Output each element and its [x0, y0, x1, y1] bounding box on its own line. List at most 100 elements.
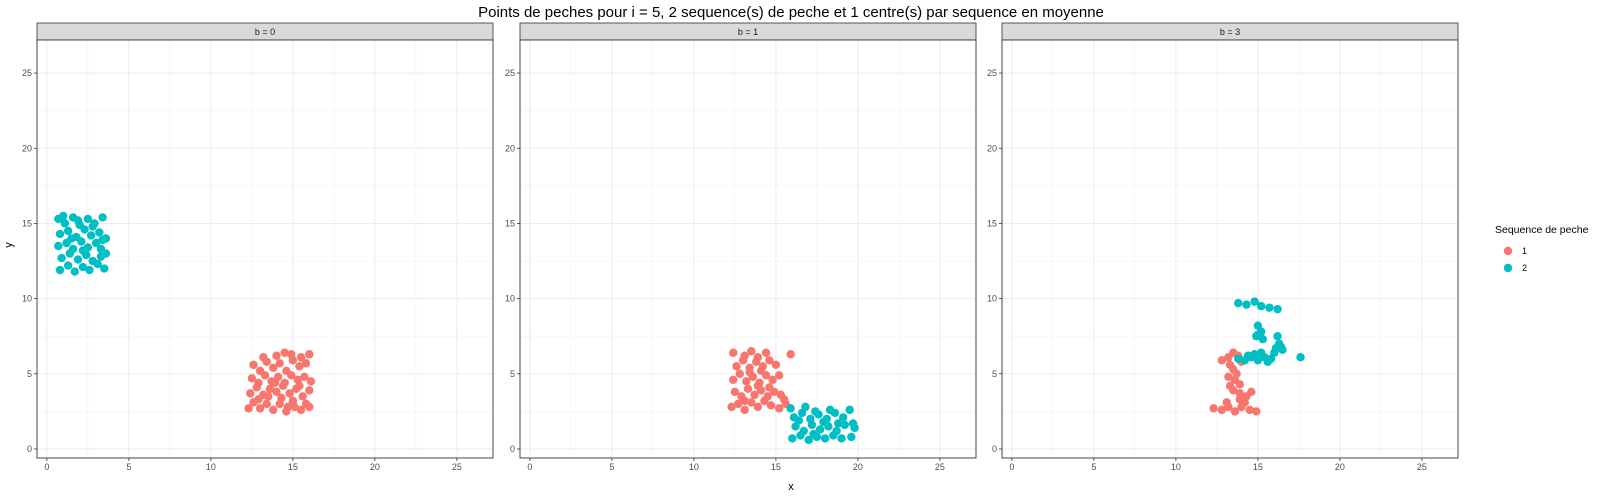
x-tick-label: 25	[1417, 462, 1427, 472]
data-point	[60, 219, 70, 228]
series-2	[786, 402, 859, 445]
data-point	[83, 214, 93, 224]
data-point	[272, 351, 281, 360]
data-point	[96, 244, 106, 254]
data-point	[1242, 300, 1251, 309]
data-point	[729, 375, 738, 385]
x-tick-label: 20	[370, 462, 380, 472]
data-point	[840, 420, 849, 430]
y-tick-label: 10	[22, 294, 32, 304]
data-point	[247, 374, 257, 383]
data-point	[750, 390, 759, 400]
data-point	[78, 246, 88, 255]
x-tick-label: 5	[1091, 462, 1096, 472]
data-point	[285, 389, 294, 398]
data-point	[763, 392, 772, 401]
data-point	[255, 366, 265, 375]
data-point	[296, 353, 306, 362]
data-point	[265, 384, 275, 394]
data-point	[298, 392, 307, 401]
data-point	[249, 360, 258, 369]
data-point	[1247, 387, 1256, 397]
data-point	[747, 347, 756, 356]
x-tick-label: 10	[689, 462, 699, 472]
data-point	[809, 429, 818, 439]
data-point	[63, 261, 73, 270]
data-point	[747, 398, 756, 407]
data-point	[1250, 350, 1259, 359]
y-tick-label: 5	[992, 369, 997, 379]
y-tick-label: 20	[505, 143, 515, 153]
data-point	[730, 387, 740, 397]
legend: Sequence de peche 12	[1495, 224, 1589, 276]
data-point	[54, 241, 63, 251]
data-point	[1222, 398, 1231, 407]
y-tick-label: 15	[987, 218, 997, 228]
x-tick-label: 25	[452, 462, 462, 472]
legend-entries: 12	[1500, 243, 1527, 276]
facet-panel-2: b = 3 0 5 10 15 20 25 0 5 10 15 20 25	[987, 22, 1459, 472]
series-2	[1234, 297, 1305, 366]
data-point	[753, 402, 763, 412]
data-point	[743, 384, 753, 394]
data-point	[244, 404, 253, 413]
data-point	[786, 350, 795, 359]
y-tick-label: 25	[22, 68, 32, 78]
data-point	[1230, 407, 1240, 416]
data-point	[1243, 351, 1253, 360]
data-point	[306, 377, 316, 386]
y-tick-label: 5	[510, 369, 515, 379]
x-tick-label: 15	[1253, 462, 1263, 472]
data-point	[88, 256, 97, 266]
y-tick-label: 10	[987, 294, 997, 304]
data-point	[287, 350, 296, 359]
x-tick-label: 20	[853, 462, 863, 472]
data-point	[264, 392, 273, 401]
series-2	[54, 211, 111, 276]
data-point	[848, 419, 858, 428]
y-tick-label: 10	[505, 294, 515, 304]
data-point	[101, 234, 111, 243]
data-point	[295, 362, 304, 371]
data-point	[1229, 386, 1238, 395]
y-tick-label: 25	[505, 68, 515, 78]
data-point	[78, 262, 88, 272]
data-point	[246, 389, 255, 398]
facet-strip-label: b = 3	[1220, 27, 1240, 37]
data-point	[825, 405, 835, 415]
legend-label: 1	[1522, 246, 1527, 256]
data-point	[819, 417, 828, 427]
data-point	[727, 402, 736, 412]
x-axis-title: x	[788, 481, 794, 493]
legend-entry-2: 2	[1500, 260, 1527, 276]
data-point	[765, 383, 774, 392]
data-point	[740, 396, 749, 406]
data-point	[745, 368, 754, 377]
data-point	[270, 378, 280, 388]
data-point	[756, 366, 766, 375]
data-point	[765, 356, 774, 365]
data-point	[1276, 342, 1286, 351]
data-point	[288, 396, 298, 406]
data-point	[295, 381, 304, 391]
data-point	[832, 426, 841, 436]
data-point	[845, 405, 854, 415]
x-tick-label: 0	[44, 462, 49, 472]
data-point	[68, 244, 78, 254]
facet-panel-1: b = 1 0 5 10 15 20 25 0 5 10 15 20 25	[505, 22, 977, 472]
series-1	[244, 348, 316, 416]
data-point	[837, 434, 846, 443]
data-point	[283, 402, 293, 412]
data-point	[305, 350, 314, 359]
data-point	[733, 399, 743, 409]
data-point	[815, 425, 825, 434]
data-point	[740, 351, 749, 360]
data-point	[85, 265, 94, 275]
y-axis-title: y	[3, 242, 15, 248]
x-tick-label: 20	[1335, 462, 1345, 472]
data-point	[1250, 297, 1259, 306]
data-point	[1256, 301, 1266, 311]
data-point	[1265, 303, 1274, 312]
data-point	[300, 372, 309, 382]
x-tick-label: 0	[527, 462, 532, 472]
